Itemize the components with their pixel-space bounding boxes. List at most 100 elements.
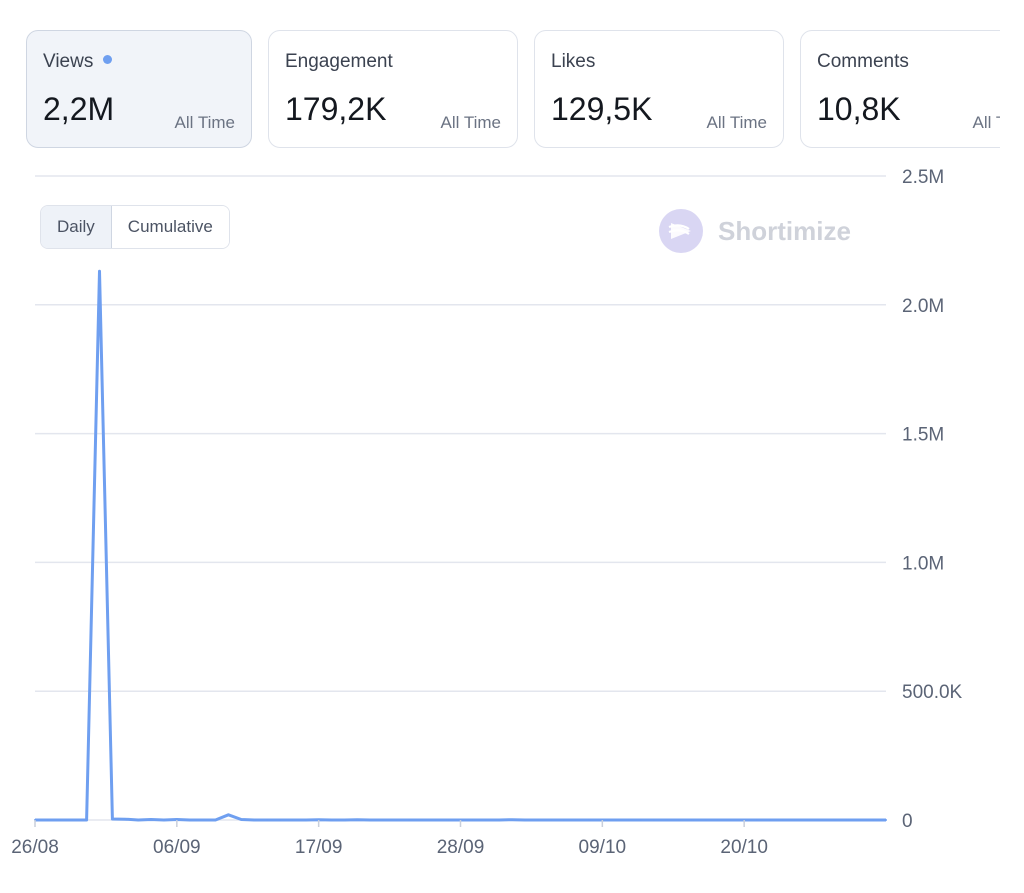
chart-series xyxy=(34,269,887,822)
y-tick-label: 2.0M xyxy=(902,296,944,317)
data-point xyxy=(549,819,552,821)
data-point xyxy=(85,819,88,821)
data-point xyxy=(162,819,165,821)
x-tick-label: 28/09 xyxy=(437,837,485,858)
active-indicator-dot xyxy=(103,55,113,64)
data-point xyxy=(885,819,887,821)
card-title: Likes xyxy=(551,51,596,72)
data-point xyxy=(575,819,578,821)
data-point xyxy=(291,819,294,821)
data-point xyxy=(614,819,617,821)
data-point xyxy=(665,819,668,821)
data-point xyxy=(98,270,101,273)
data-point xyxy=(846,819,849,821)
data-point xyxy=(175,818,178,821)
metric-cards: Views 2,2M All Time Engagement 179,2K Al… xyxy=(0,0,1000,160)
data-point xyxy=(523,819,526,821)
data-point xyxy=(201,819,204,821)
data-point xyxy=(330,819,333,821)
data-point xyxy=(756,819,759,821)
data-point xyxy=(691,819,694,821)
data-point xyxy=(59,819,62,821)
data-point xyxy=(227,813,230,816)
data-point xyxy=(794,819,797,821)
data-point xyxy=(446,819,449,821)
x-tick-label: 26/08 xyxy=(11,837,59,858)
data-point xyxy=(627,819,630,821)
data-point xyxy=(124,818,127,821)
x-axis: 26/08 06/09 17/09 28/09 09/10 20/10 xyxy=(11,820,768,858)
data-point xyxy=(498,819,501,821)
card-value: 2,2M xyxy=(43,91,115,127)
data-point xyxy=(240,818,243,821)
data-point xyxy=(678,819,681,821)
x-tick-label: 09/10 xyxy=(579,837,627,858)
data-point xyxy=(46,819,49,821)
engagement-card[interactable]: Engagement 179,2K All Time xyxy=(268,30,518,148)
card-period: All Time xyxy=(972,113,1000,132)
y-tick-label: 2.5M xyxy=(902,167,944,188)
y-tick-label: 1.0M xyxy=(902,553,944,574)
card-value: 10,8K xyxy=(817,91,901,127)
x-tick-label: 20/10 xyxy=(720,837,768,858)
chart-mode-toggle: Daily Cumulative xyxy=(40,205,230,249)
data-point xyxy=(872,819,875,821)
data-point xyxy=(214,819,217,821)
views-card[interactable]: Views 2,2M All Time xyxy=(26,30,252,148)
data-point xyxy=(382,819,385,821)
x-tick-label: 17/09 xyxy=(295,837,343,858)
data-point xyxy=(511,818,514,821)
brand-name: Shortimize xyxy=(718,215,851,246)
card-title: Engagement xyxy=(285,51,393,72)
data-point xyxy=(536,819,539,821)
data-point xyxy=(433,819,436,821)
y-tick-label: 1.5M xyxy=(902,425,944,446)
data-point xyxy=(72,819,75,821)
data-point xyxy=(652,819,655,821)
data-point xyxy=(266,819,269,821)
shortimize-logo-icon xyxy=(659,209,703,253)
data-point xyxy=(807,819,810,821)
data-point xyxy=(485,819,488,821)
card-period: All Time xyxy=(174,113,235,132)
data-point xyxy=(253,819,256,821)
data-point xyxy=(304,819,307,821)
y-tick-label: 500.0K xyxy=(902,682,963,703)
data-point xyxy=(820,819,823,821)
data-point xyxy=(111,817,114,820)
data-point xyxy=(717,819,720,821)
data-point xyxy=(833,819,836,821)
data-point xyxy=(472,819,475,821)
data-point xyxy=(137,819,140,821)
data-point xyxy=(395,819,398,821)
data-point xyxy=(278,819,281,821)
data-point xyxy=(704,819,707,821)
data-point xyxy=(150,818,153,821)
card-period: All Time xyxy=(706,113,767,132)
chart-grid xyxy=(35,175,886,821)
daily-toggle-button[interactable]: Daily xyxy=(41,206,112,248)
card-value: 129,5K xyxy=(551,91,653,127)
data-point xyxy=(640,819,643,821)
data-point xyxy=(859,819,862,821)
data-point xyxy=(343,819,346,821)
data-point xyxy=(420,819,423,821)
data-point xyxy=(730,819,733,821)
data-point xyxy=(356,818,359,821)
brand-watermark: Shortimize xyxy=(658,208,851,254)
data-point xyxy=(562,819,565,821)
card-title: Comments xyxy=(817,51,909,72)
views-series-line xyxy=(35,269,886,822)
likes-card[interactable]: Likes 129,5K All Time xyxy=(534,30,784,148)
cumulative-toggle-button[interactable]: Cumulative xyxy=(111,206,229,248)
y-axis: 0 500.0K 1.0M 1.5M 2.0M 2.5M xyxy=(902,167,963,832)
card-value: 179,2K xyxy=(285,91,387,127)
comments-card[interactable]: Comments 10,8K All Time xyxy=(800,30,1000,148)
y-tick-label: 0 xyxy=(902,811,913,832)
data-point xyxy=(188,819,191,821)
x-tick-label: 06/09 xyxy=(153,837,201,858)
data-point xyxy=(407,819,410,821)
data-point xyxy=(588,819,591,821)
card-title: Views xyxy=(43,51,113,73)
